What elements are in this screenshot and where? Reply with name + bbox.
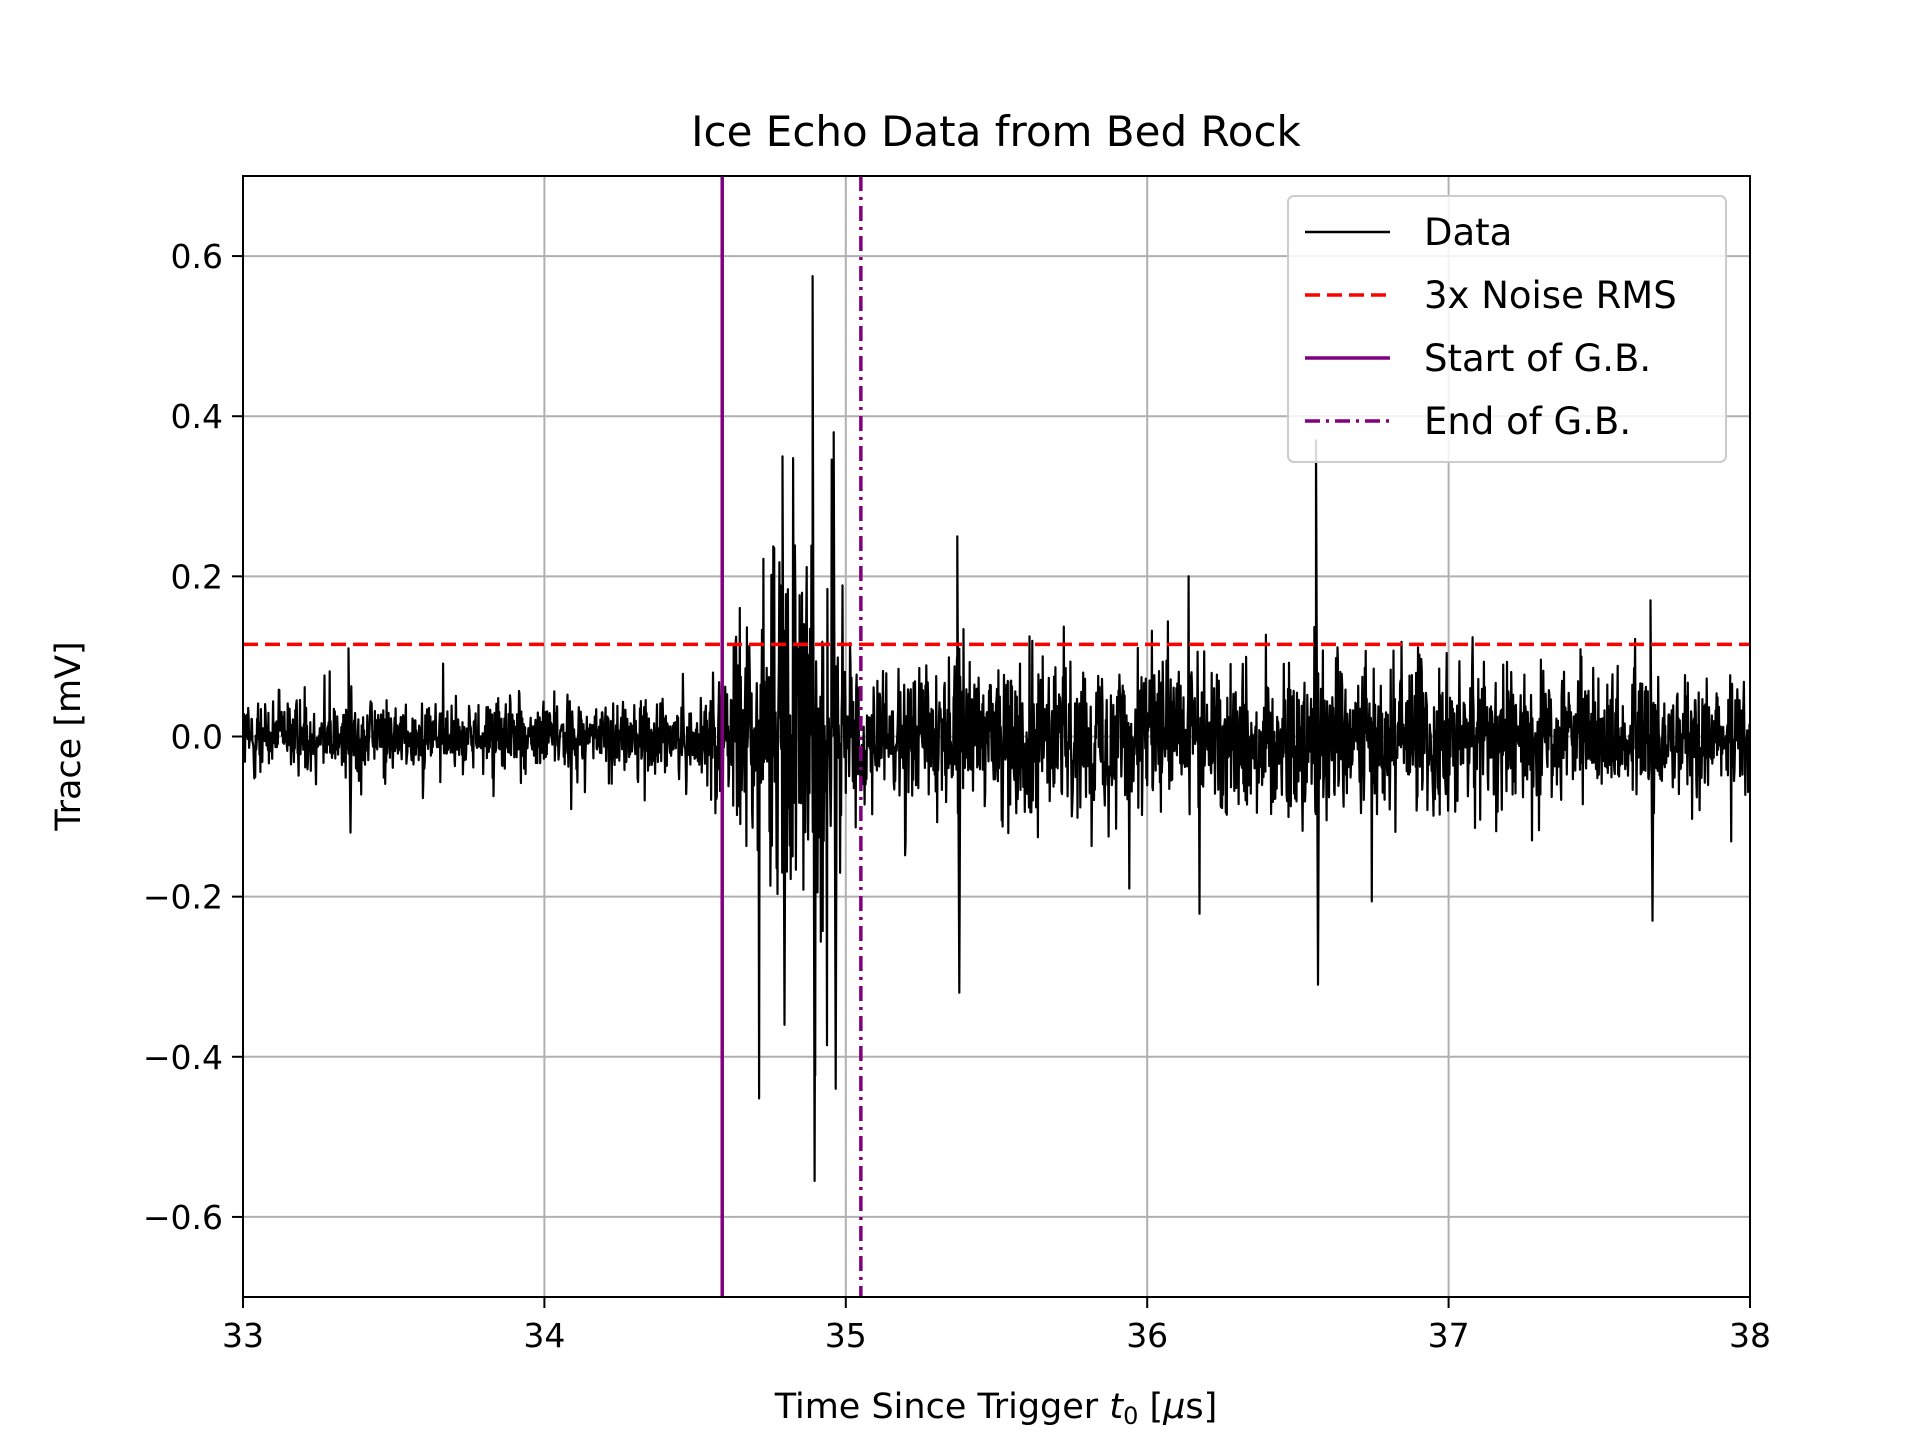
x-tick-label: 35 <box>825 1316 867 1355</box>
x-axis-label: Time Since Trigger t0 [μs] <box>774 1387 1218 1430</box>
chart-title: Ice Echo Data from Bed Rock <box>691 107 1301 156</box>
x-tick-label: 36 <box>1126 1316 1168 1355</box>
y-tick-label: −0.4 <box>143 1038 223 1077</box>
y-axis-label: Trace [mV] <box>49 641 89 831</box>
y-tick-label: 0.4 <box>171 397 223 436</box>
legend-label-end-gb: End of G.B. <box>1424 400 1631 443</box>
legend-label-noise-rms: 3x Noise RMS <box>1424 274 1677 317</box>
legend-label-data: Data <box>1424 211 1512 254</box>
legend: Data 3x Noise RMS Start of G.B. End of G… <box>1287 195 1727 463</box>
y-axis: −0.6 −0.4 −0.2 0.0 0.2 0.4 0.6 <box>143 237 243 1237</box>
y-tick-label: 0.2 <box>171 557 223 596</box>
y-tick-label: −0.2 <box>143 878 223 917</box>
x-tick-label: 33 <box>222 1316 264 1355</box>
plot-area <box>243 176 1750 1297</box>
y-tick-label: 0.0 <box>171 718 223 757</box>
x-tick-label: 38 <box>1729 1316 1771 1355</box>
x-axis: 33 34 35 36 37 38 <box>222 1297 1771 1355</box>
x-tick-label: 37 <box>1428 1316 1470 1355</box>
legend-label-start-gb: Start of G.B. <box>1424 337 1651 380</box>
data-series-line <box>243 275 1750 1182</box>
y-tick-label: 0.6 <box>171 237 223 276</box>
x-tick-label: 34 <box>523 1316 565 1355</box>
legend-box <box>1287 195 1727 463</box>
y-tick-label: −0.6 <box>143 1198 223 1237</box>
